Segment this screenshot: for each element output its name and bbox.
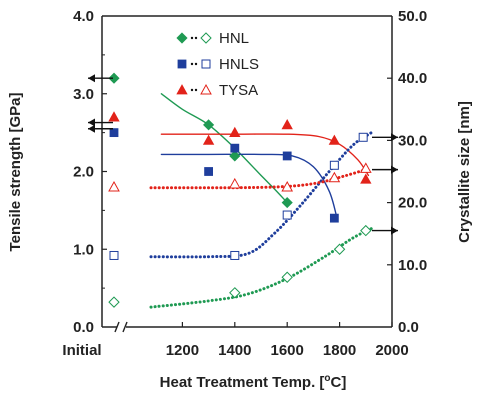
point-hnl-crystallite [333,243,346,255]
fit-curve-hnls-crystallite [149,131,373,259]
axis-arrow-right-tysa-head [391,165,398,174]
x-tick-label-initial: Initial [62,342,101,359]
point-hnl-crystallite [229,287,241,299]
point-tysa-crystallite [281,181,294,192]
x-tick-label: 1400 [218,342,251,359]
axis-arrow-right-hnls-head [391,133,398,142]
axis-break-mark [122,321,128,333]
point-hnls-tensile [329,213,339,223]
fit-curve-hnl-crystallite [149,226,376,309]
point-hnls-tensile [109,128,119,138]
axis-arrow-left-hnl-head [88,74,95,83]
legend-dot [190,36,194,40]
point-hnls-crystallite [282,210,292,220]
point-hnls-crystallite [329,160,339,170]
y-tick-label-left: 3.0 [73,86,94,103]
legend-marker-hnl-crystallite [200,32,212,44]
y-axis-label-left: Tensile strength [GPa] [7,93,24,252]
axis-arrow-left-hnls-head [88,124,95,133]
y-tick-label-left: 1.0 [73,241,94,258]
point-hnl-crystallite [281,271,293,283]
y-tick-label-right: 10.0 [398,257,427,274]
point-tysa-crystallite [228,177,241,189]
point-hnl-tensile [108,72,120,84]
y-tick-label-right: 20.0 [398,195,427,212]
x-tick-label: 1800 [323,342,356,359]
legend-label-hnl: HNL [219,30,249,47]
x-axis-label: Heat Treatment Temp. [oC] [160,373,347,391]
point-tysa-tensile [328,134,341,145]
point-hnls-crystallite [109,250,119,260]
fit-curves [149,93,376,309]
point-tysa-tensile [229,126,241,138]
point-tysa-crystallite [108,181,120,192]
axis-break-mark [114,321,120,333]
axis-arrow-left-tysa-head [88,118,95,127]
legend-marker-tysa-crystallite [200,83,212,95]
y-tick-label-left: 0.0 [73,319,94,336]
point-hnl-crystallite [108,296,120,308]
x-tick-label: 1600 [271,342,304,359]
legend-dot [194,88,198,92]
legend-dot [190,88,194,92]
legend-label-tysa: TYSA [219,82,258,99]
y-tick-label-right: 50.0 [398,8,427,25]
point-hnl-tensile [203,119,215,131]
axis-arrow-right-hnl-head [391,226,398,235]
legend-dot [190,62,194,66]
fit-curve-tysa-crystallite [149,168,368,190]
legend-marker-hnl-tensile [176,32,188,44]
point-hnl-tensile [229,150,241,162]
point-tysa-crystallite [328,171,341,183]
point-tysa-tensile [360,173,372,184]
point-hnls-crystallite [230,250,240,260]
point-tysa-tensile [202,134,215,145]
legend-dot [194,62,198,66]
point-hnls-tensile [282,151,292,161]
legend-dot [194,36,198,40]
y-tick-label-right: 0.0 [398,319,419,336]
legend-label-hnls: HNLS [219,56,259,73]
point-tysa-tensile [108,111,120,122]
point-hnls-crystallite [358,132,368,142]
data-points [108,72,372,308]
legend-marker-hnls-tensile [177,59,187,69]
x-tick-label: 2000 [375,342,408,359]
x-tick-label: 1200 [166,342,199,359]
y-tick-label-right: 40.0 [398,70,427,87]
axis-arrows [88,74,398,235]
y-tick-label-left: 2.0 [73,164,94,181]
point-hnls-tensile [230,143,240,153]
axis-ticks: 0.0 1.0 2.0 3.0 4.0 0.0 10.0 20.0 30.0 40.0 50.0 12… [62,8,427,359]
legend-marker-hnls-crystallite [201,59,211,69]
y-tick-label-right: 30.0 [398,132,427,149]
point-hnls-tensile [204,167,214,176]
legend: HNL HNLS TYSA [176,30,259,99]
point-tysa-crystallite [359,162,372,173]
legend-marker-tysa-tensile [176,84,188,95]
y-tick-label-left: 4.0 [73,8,94,25]
fit-curve-hnls-tensile [160,153,338,219]
point-hnl-tensile [281,197,293,209]
y-axis-label-right: Crystallite size [nm] [456,101,473,243]
point-tysa-tensile [281,119,293,130]
fit-curve-hnl-tensile [160,93,288,204]
point-hnl-crystallite [360,224,372,237]
